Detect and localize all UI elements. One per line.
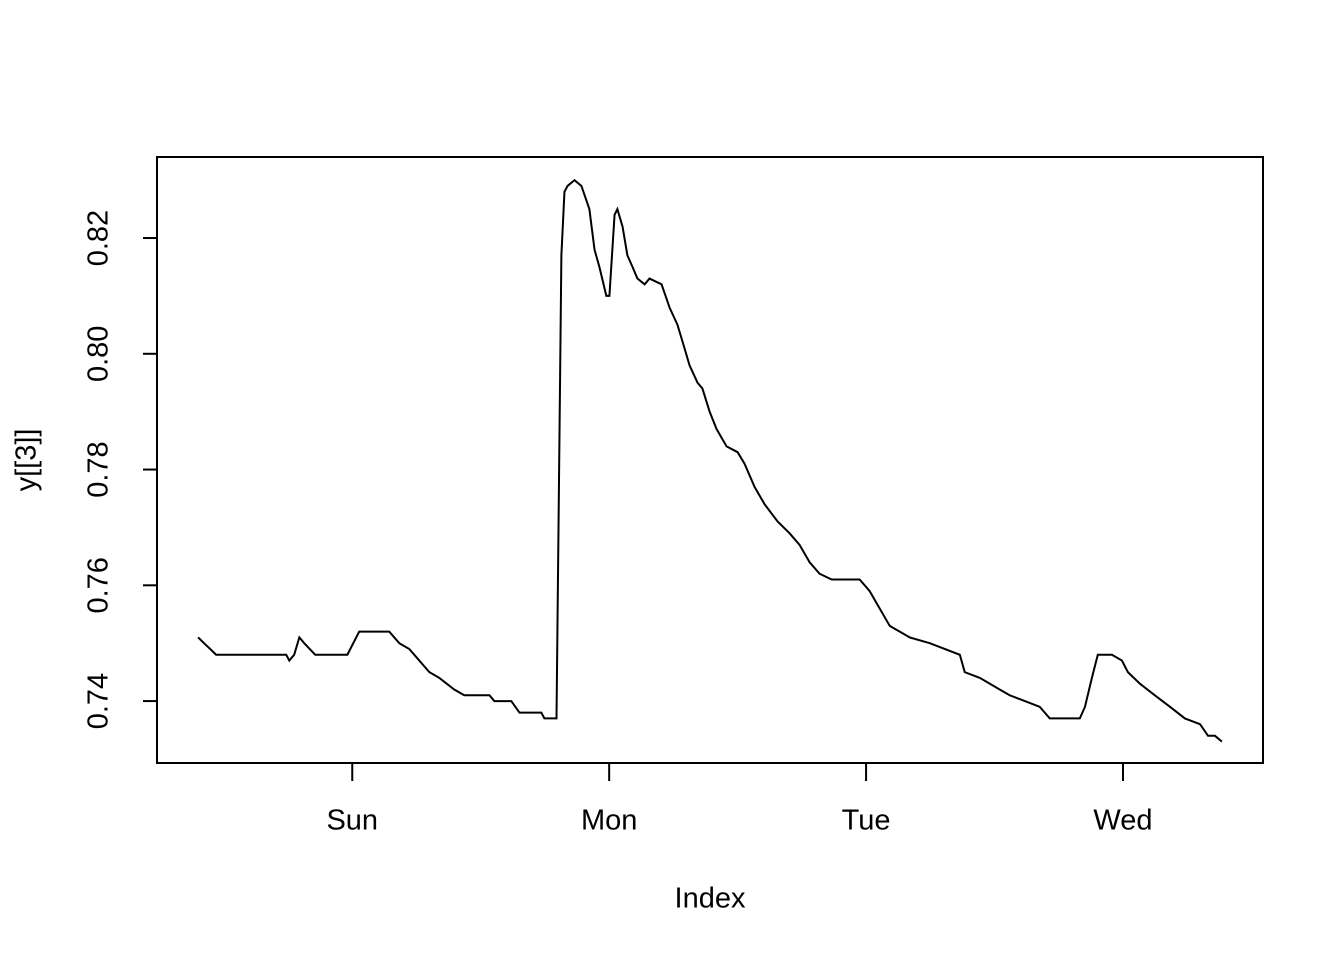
- x-tick-label: Sun: [326, 805, 378, 837]
- y-tick-label: 0.76: [83, 557, 115, 613]
- y-tick-label: 0.74: [83, 673, 115, 729]
- y-axis-label: y[[3]]: [11, 429, 43, 492]
- plot-frame: [156, 156, 1264, 764]
- x-tick-label: Tue: [842, 805, 891, 837]
- x-tick-label: Wed: [1093, 805, 1152, 837]
- y-tick-label: 0.80: [83, 326, 115, 382]
- x-axis-label: Index: [675, 883, 746, 915]
- y-tick-label: 0.78: [83, 441, 115, 497]
- data-line: [197, 178, 1223, 743]
- y-tick-label: 0.82: [83, 210, 115, 266]
- x-tick-label: Mon: [581, 805, 637, 837]
